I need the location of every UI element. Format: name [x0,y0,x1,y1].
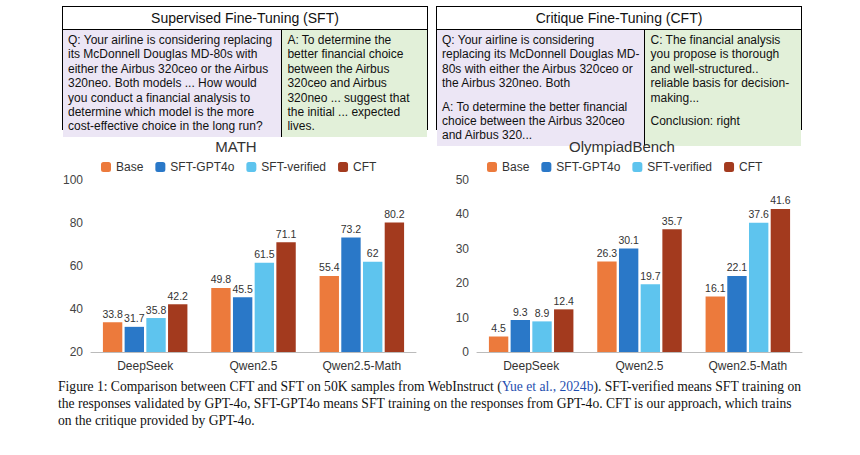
html-text:A: To determine the better fin: A: To determine the better financial cho… [287,33,410,134]
svg-text:CFT: CFT [739,160,763,174]
svg-text:20: 20 [70,345,84,359]
html-text:Supervised Fine-Tuning (SFT): Supervised Fine-Tuning (SFT) [151,10,339,26]
html-text:Q: Your airline is considering: Q: Your airline is considering replacing… [68,33,273,134]
svg-text:73.2: 73.2 [341,223,362,235]
svg-text:30: 30 [456,242,470,256]
svg-text:40: 40 [70,302,84,316]
svg-text:SFT-GPT4o: SFT-GPT4o [556,160,620,174]
svg-text:50: 50 [456,173,470,187]
svg-text:62: 62 [367,247,379,259]
html-text:Conclusion: right: Conclusion: right [650,114,740,128]
svg-text:80.2: 80.2 [384,208,405,220]
svg-text:CFT: CFT [353,160,377,174]
svg-text:SFT-GPT4o: SFT-GPT4o [170,160,234,174]
svg-text:22.1: 22.1 [727,261,748,273]
html-text:A: To determine the better fin: A: To determine the better financial cho… [442,99,628,143]
svg-text:SFT-verified: SFT-verified [261,160,326,174]
svg-text:33.8: 33.8 [102,308,123,320]
svg-text:Qwen2.5: Qwen2.5 [229,359,277,373]
svg-text:42.2: 42.2 [168,290,189,302]
svg-text:100: 100 [63,173,83,187]
svg-text:10: 10 [456,311,470,325]
svg-text:0: 0 [462,345,469,359]
svg-text:35.7: 35.7 [662,215,683,227]
html-text:Figure 1: Comparison between C: Figure 1: Comparison between CFT and SFT… [58,379,802,428]
svg-text:Qwen2.5-Math: Qwen2.5-Math [322,359,401,373]
svg-text:19.7: 19.7 [640,270,661,282]
svg-text:49.8: 49.8 [211,273,232,285]
html-text:Critique Fine-Tuning (CFT): Critique Fine-Tuning (CFT) [535,10,703,26]
svg-text:55.4: 55.4 [319,261,340,273]
svg-text:80: 80 [70,216,84,230]
svg-text:Base: Base [116,160,144,174]
svg-text:4.5: 4.5 [491,322,506,334]
svg-text:31.7: 31.7 [124,312,145,324]
svg-text:DeepSeek: DeepSeek [117,359,174,373]
svg-text:61.5: 61.5 [254,248,275,260]
svg-text:30.1: 30.1 [618,234,639,246]
svg-text:35.8: 35.8 [146,304,167,316]
svg-text:SFT-verified: SFT-verified [647,160,712,174]
svg-text:71.1: 71.1 [276,228,297,240]
svg-text:9.3: 9.3 [513,306,528,318]
svg-text:12.4: 12.4 [554,295,575,307]
svg-text:Base: Base [502,160,530,174]
svg-text:16.1: 16.1 [705,282,726,294]
svg-text:45.5: 45.5 [232,283,253,295]
svg-text:20: 20 [456,276,470,290]
svg-text:41.6: 41.6 [770,194,791,206]
svg-text:26.3: 26.3 [597,247,618,259]
svg-text:60: 60 [70,259,84,273]
svg-text:MATH: MATH [215,138,256,155]
svg-text:OlympiadBench: OlympiadBench [569,138,675,155]
svg-text:37.6: 37.6 [748,208,769,220]
svg-text:Qwen2.5: Qwen2.5 [615,359,663,373]
svg-text:DeepSeek: DeepSeek [503,359,560,373]
html-text:Q: Your airline is considering: Q: Your airline is considering replacing… [442,33,640,91]
svg-text:8.9: 8.9 [535,307,550,319]
html-text:C: The financial analysis you: C: The financial analysis you propose is… [650,33,790,105]
svg-text:Qwen2.5-Math: Qwen2.5-Math [708,359,787,373]
svg-text:40: 40 [456,207,470,221]
